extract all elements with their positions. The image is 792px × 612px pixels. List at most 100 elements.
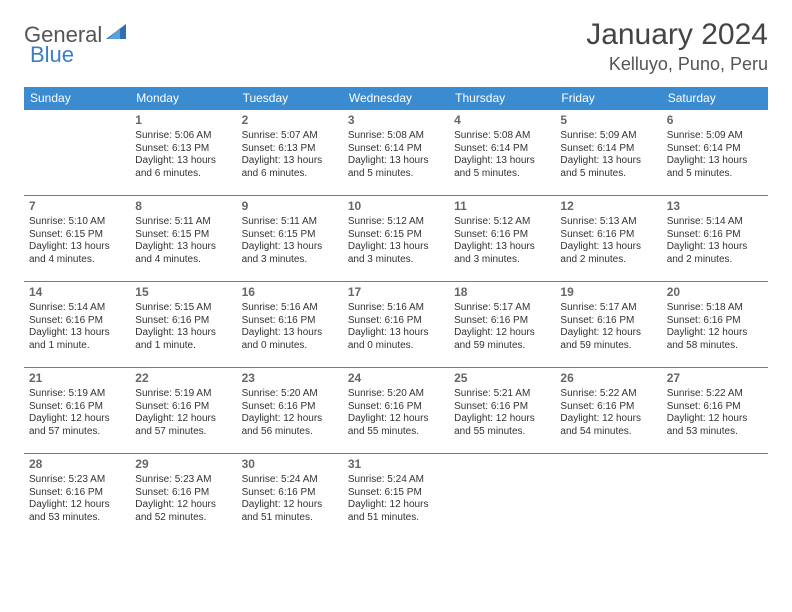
weekday-header: Tuesday xyxy=(237,87,343,110)
sunset-text: Sunset: 6:15 PM xyxy=(29,229,125,242)
day-number: 15 xyxy=(135,285,231,300)
weekday-header: Thursday xyxy=(449,87,555,110)
sunset-text: Sunset: 6:16 PM xyxy=(242,315,338,328)
sunrise-text: Sunrise: 5:14 AM xyxy=(667,216,763,229)
day-number: 30 xyxy=(242,457,338,472)
daylight-text: Daylight: 13 hours and 6 minutes. xyxy=(135,155,231,180)
calendar-cell: 3Sunrise: 5:08 AMSunset: 6:14 PMDaylight… xyxy=(343,110,449,196)
calendar-cell: 27Sunrise: 5:22 AMSunset: 6:16 PMDayligh… xyxy=(662,368,768,454)
day-number: 26 xyxy=(560,371,656,386)
daylight-text: Daylight: 13 hours and 5 minutes. xyxy=(348,155,444,180)
day-number: 25 xyxy=(454,371,550,386)
sunrise-text: Sunrise: 5:23 AM xyxy=(29,474,125,487)
daylight-text: Daylight: 12 hours and 56 minutes. xyxy=(242,413,338,438)
day-number: 24 xyxy=(348,371,444,386)
weekday-header: Wednesday xyxy=(343,87,449,110)
brand-text-blue: Blue xyxy=(30,42,74,67)
daylight-text: Daylight: 13 hours and 4 minutes. xyxy=(135,241,231,266)
sunset-text: Sunset: 6:15 PM xyxy=(348,229,444,242)
calendar-cell: 29Sunrise: 5:23 AMSunset: 6:16 PMDayligh… xyxy=(130,454,236,540)
weekday-header: Monday xyxy=(130,87,236,110)
day-number: 18 xyxy=(454,285,550,300)
calendar-cell: 16Sunrise: 5:16 AMSunset: 6:16 PMDayligh… xyxy=(237,282,343,368)
calendar-cell xyxy=(555,454,661,540)
sunset-text: Sunset: 6:16 PM xyxy=(667,401,763,414)
daylight-text: Daylight: 13 hours and 4 minutes. xyxy=(29,241,125,266)
daylight-text: Daylight: 13 hours and 1 minute. xyxy=(29,327,125,352)
header: General January 2024 Kelluyo, Puno, Peru xyxy=(24,18,768,75)
calendar-cell: 2Sunrise: 5:07 AMSunset: 6:13 PMDaylight… xyxy=(237,110,343,196)
daylight-text: Daylight: 12 hours and 57 minutes. xyxy=(29,413,125,438)
sunset-text: Sunset: 6:16 PM xyxy=(454,315,550,328)
sunrise-text: Sunrise: 5:24 AM xyxy=(242,474,338,487)
daylight-text: Daylight: 13 hours and 5 minutes. xyxy=(560,155,656,180)
calendar-cell: 18Sunrise: 5:17 AMSunset: 6:16 PMDayligh… xyxy=(449,282,555,368)
calendar-cell: 24Sunrise: 5:20 AMSunset: 6:16 PMDayligh… xyxy=(343,368,449,454)
sunrise-text: Sunrise: 5:17 AM xyxy=(454,302,550,315)
day-number: 12 xyxy=(560,199,656,214)
calendar-cell: 7 Sunrise: 5:10 AMSunset: 6:15 PMDaylight… xyxy=(24,196,130,282)
sunset-text: Sunset: 6:16 PM xyxy=(348,401,444,414)
day-number: 20 xyxy=(667,285,763,300)
day-number: 28 xyxy=(29,457,125,472)
sunrise-text: Sunrise: 5:12 AM xyxy=(348,216,444,229)
daylight-text: Daylight: 13 hours and 3 minutes. xyxy=(242,241,338,266)
calendar-cell: 15Sunrise: 5:15 AMSunset: 6:16 PMDayligh… xyxy=(130,282,236,368)
sunrise-text: Sunrise: 5:06 AM xyxy=(135,130,231,143)
day-number: 11 xyxy=(454,199,550,214)
day-number: 10 xyxy=(348,199,444,214)
day-number: 14 xyxy=(29,285,125,300)
day-number: 29 xyxy=(135,457,231,472)
calendar-cell: 4Sunrise: 5:08 AMSunset: 6:14 PMDaylight… xyxy=(449,110,555,196)
calendar-row: 14Sunrise: 5:14 AMSunset: 6:16 PMDayligh… xyxy=(24,282,768,368)
day-number: 16 xyxy=(242,285,338,300)
day-number: 7 xyxy=(29,199,125,214)
sunrise-text: Sunrise: 5:20 AM xyxy=(242,388,338,401)
sunrise-text: Sunrise: 5:19 AM xyxy=(135,388,231,401)
day-number: 17 xyxy=(348,285,444,300)
calendar-cell: 21Sunrise: 5:19 AMSunset: 6:16 PMDayligh… xyxy=(24,368,130,454)
day-number: 21 xyxy=(29,371,125,386)
sunrise-text: Sunrise: 5:24 AM xyxy=(348,474,444,487)
calendar-cell: 8Sunrise: 5:11 AMSunset: 6:15 PMDaylight… xyxy=(130,196,236,282)
daylight-text: Daylight: 12 hours and 55 minutes. xyxy=(454,413,550,438)
calendar-cell: 9Sunrise: 5:11 AMSunset: 6:15 PMDaylight… xyxy=(237,196,343,282)
weekday-row: Sunday Monday Tuesday Wednesday Thursday… xyxy=(24,87,768,110)
calendar-cell: 10Sunrise: 5:12 AMSunset: 6:15 PMDayligh… xyxy=(343,196,449,282)
sunrise-text: Sunrise: 5:23 AM xyxy=(135,474,231,487)
daylight-text: Daylight: 12 hours and 52 minutes. xyxy=(135,499,231,524)
sunset-text: Sunset: 6:16 PM xyxy=(667,315,763,328)
day-number: 4 xyxy=(454,113,550,128)
sunset-text: Sunset: 6:16 PM xyxy=(667,229,763,242)
calendar-cell: 1Sunrise: 5:06 AMSunset: 6:13 PMDaylight… xyxy=(130,110,236,196)
weekday-header: Sunday xyxy=(24,87,130,110)
daylight-text: Daylight: 12 hours and 51 minutes. xyxy=(242,499,338,524)
sunset-text: Sunset: 6:13 PM xyxy=(135,143,231,156)
sunrise-text: Sunrise: 5:09 AM xyxy=(667,130,763,143)
brand-text-blue-wrap: Blue xyxy=(30,42,74,68)
sunset-text: Sunset: 6:16 PM xyxy=(29,315,125,328)
sunrise-text: Sunrise: 5:11 AM xyxy=(135,216,231,229)
day-number: 13 xyxy=(667,199,763,214)
daylight-text: Daylight: 12 hours and 57 minutes. xyxy=(135,413,231,438)
day-number: 31 xyxy=(348,457,444,472)
day-number: 2 xyxy=(242,113,338,128)
sunset-text: Sunset: 6:16 PM xyxy=(454,401,550,414)
calendar-cell: 14Sunrise: 5:14 AMSunset: 6:16 PMDayligh… xyxy=(24,282,130,368)
calendar-body: 1Sunrise: 5:06 AMSunset: 6:13 PMDaylight… xyxy=(24,110,768,540)
daylight-text: Daylight: 12 hours and 53 minutes. xyxy=(667,413,763,438)
sunrise-text: Sunrise: 5:17 AM xyxy=(560,302,656,315)
day-number: 19 xyxy=(560,285,656,300)
calendar-cell: 25Sunrise: 5:21 AMSunset: 6:16 PMDayligh… xyxy=(449,368,555,454)
daylight-text: Daylight: 13 hours and 6 minutes. xyxy=(242,155,338,180)
calendar-row: 7Sunrise: 5:10 AMSunset: 6:15 PMDaylight… xyxy=(24,196,768,282)
daylight-text: Daylight: 13 hours and 5 minutes. xyxy=(454,155,550,180)
sunset-text: Sunset: 6:15 PM xyxy=(135,229,231,242)
weekday-header: Saturday xyxy=(662,87,768,110)
calendar-cell xyxy=(449,454,555,540)
calendar-row: 21Sunrise: 5:19 AMSunset: 6:16 PMDayligh… xyxy=(24,368,768,454)
day-number: 23 xyxy=(242,371,338,386)
sunrise-text: Sunrise: 5:18 AM xyxy=(667,302,763,315)
sunrise-text: Sunrise: 5:10 AM xyxy=(29,216,125,229)
day-number: 22 xyxy=(135,371,231,386)
